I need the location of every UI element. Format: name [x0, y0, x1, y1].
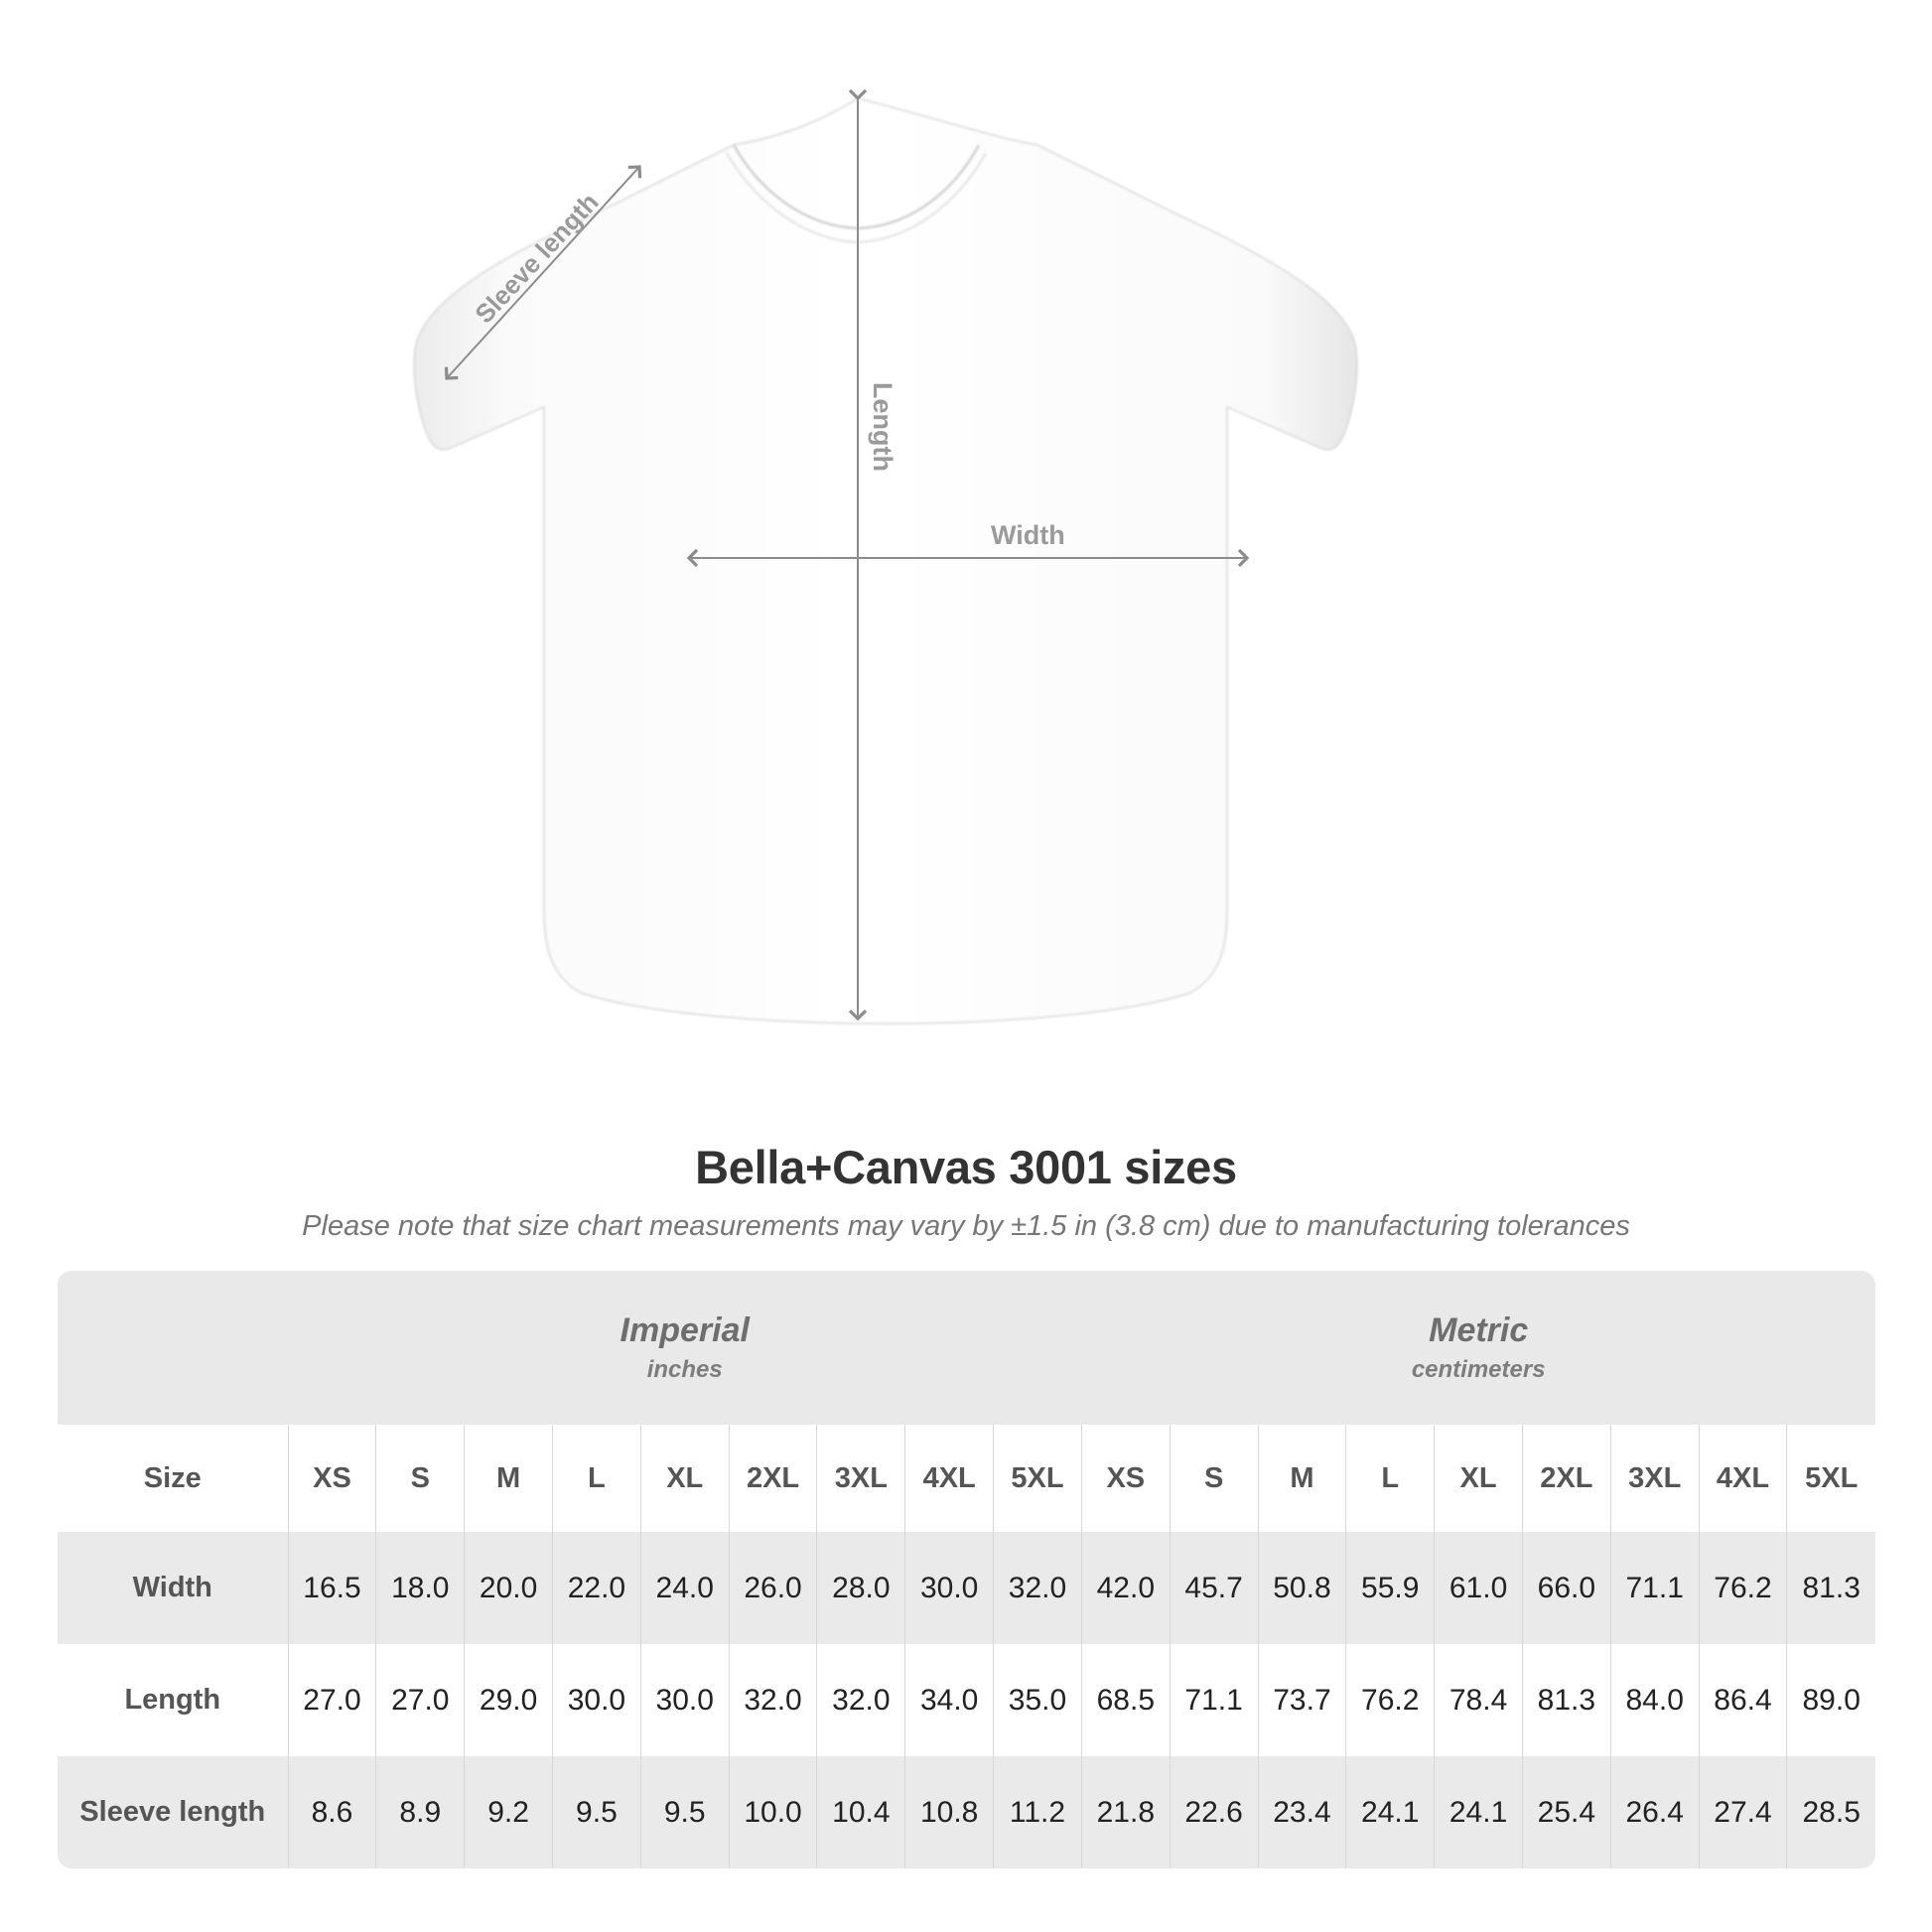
- svg-text:Length: Length: [868, 382, 897, 472]
- svg-text:Width: Width: [991, 520, 1065, 550]
